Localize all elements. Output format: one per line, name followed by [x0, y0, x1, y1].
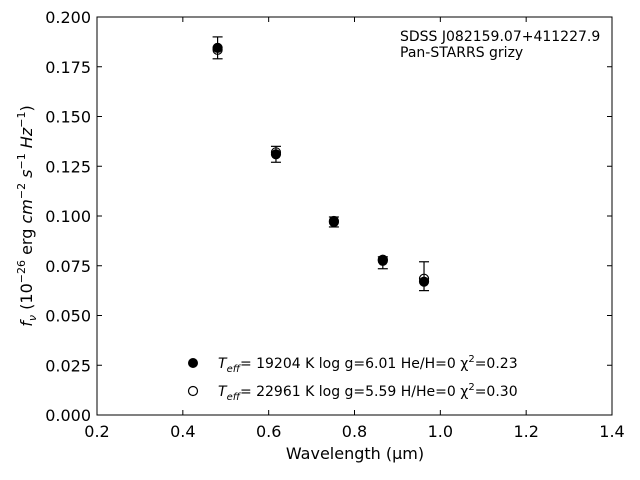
y-tick-label-3: 0.075 — [45, 257, 91, 276]
y-label-exp1a: −1 — [15, 153, 28, 169]
y-axis-label: fν (10−26 erg cm−2 s−1 Hz−1) — [15, 105, 39, 326]
y-tick-label-7: 0.175 — [45, 58, 91, 77]
axis-ticks: 0.2 0.4 0.6 0.8 1.0 1.2 1.4 0.000 0.025 0.050 0.07… — [45, 8, 625, 441]
y-tick-label-4: 0.100 — [45, 207, 91, 226]
open-point-2 — [328, 215, 339, 227]
y-tick-label-1: 0.025 — [45, 356, 91, 375]
legend-filled-sup: 2 — [468, 354, 474, 365]
legend: Teff= 19204 K log g=6.01 He/H=0 χ2=0.23 … — [187, 354, 518, 403]
open-point-4 — [418, 273, 430, 284]
legend-open-eff: eff — [227, 392, 242, 403]
y-tick-label-8: 0.200 — [45, 8, 91, 27]
legend-filled-rest: = 19204 K log g=6.01 He/H=0 χ — [240, 356, 468, 372]
survey-label: Pan-STARRS grizy — [400, 45, 523, 61]
open-point-1 — [270, 147, 282, 158]
y-label-s: s — [17, 170, 36, 183]
legend-marker-filled — [188, 358, 198, 368]
legend-entry-open: Teff= 22961 K log g=5.59 H/He=0 χ2=0.30 — [218, 382, 518, 403]
open-point-3 — [377, 254, 388, 265]
data-marks — [212, 36, 430, 292]
y-label-f: f — [17, 319, 36, 327]
legend-marker-open — [187, 385, 199, 397]
legend-filled-tail: =0.23 — [475, 356, 518, 372]
legend-open-t: T — [218, 384, 228, 400]
y-tick-label-5: 0.125 — [45, 157, 91, 176]
legend-open-rest: = 22961 K log g=5.59 H/He=0 χ — [240, 384, 468, 400]
legend-open-sup: 2 — [468, 382, 474, 393]
x-tick-label-2: 0.6 — [256, 422, 281, 441]
y-label-close: ) — [17, 105, 36, 111]
x-tick-label-5: 1.2 — [513, 422, 538, 441]
y-label-hz: Hz — [17, 127, 36, 153]
legend-filled-eff: eff — [227, 364, 242, 375]
y-label-erg: erg — [17, 224, 36, 260]
y-label-cm: cm — [17, 199, 36, 223]
object-name-label: SDSS J082159.07+411227.9 — [400, 29, 600, 45]
x-tick-label-1: 0.4 — [170, 422, 195, 441]
y-label-nu: ν — [26, 315, 39, 321]
y-label-exp26: −26 — [15, 260, 28, 283]
y-tick-label-2: 0.050 — [45, 307, 91, 326]
x-tick-label-0: 0.2 — [84, 422, 109, 441]
y-tick-label-0: 0.000 — [45, 406, 91, 425]
y-label-open: (10 — [17, 283, 36, 315]
legend-entry-filled: Teff= 19204 K log g=6.01 He/H=0 χ2=0.23 — [218, 354, 518, 375]
legend-filled-t: T — [218, 356, 228, 372]
x-tick-label-6: 1.4 — [599, 422, 624, 441]
y-label-exp2: −2 — [15, 183, 28, 199]
filled-point-4 — [418, 276, 430, 287]
legend-open-tail: =0.30 — [475, 384, 518, 400]
y-tick-label-6: 0.150 — [45, 108, 91, 127]
x-tick-label-4: 1.0 — [428, 422, 453, 441]
x-axis-label: Wavelength (μm) — [286, 444, 424, 463]
open-point-0 — [212, 44, 223, 55]
y-label-exp1b: −1 — [15, 112, 28, 128]
x-tick-label-3: 0.8 — [342, 422, 367, 441]
